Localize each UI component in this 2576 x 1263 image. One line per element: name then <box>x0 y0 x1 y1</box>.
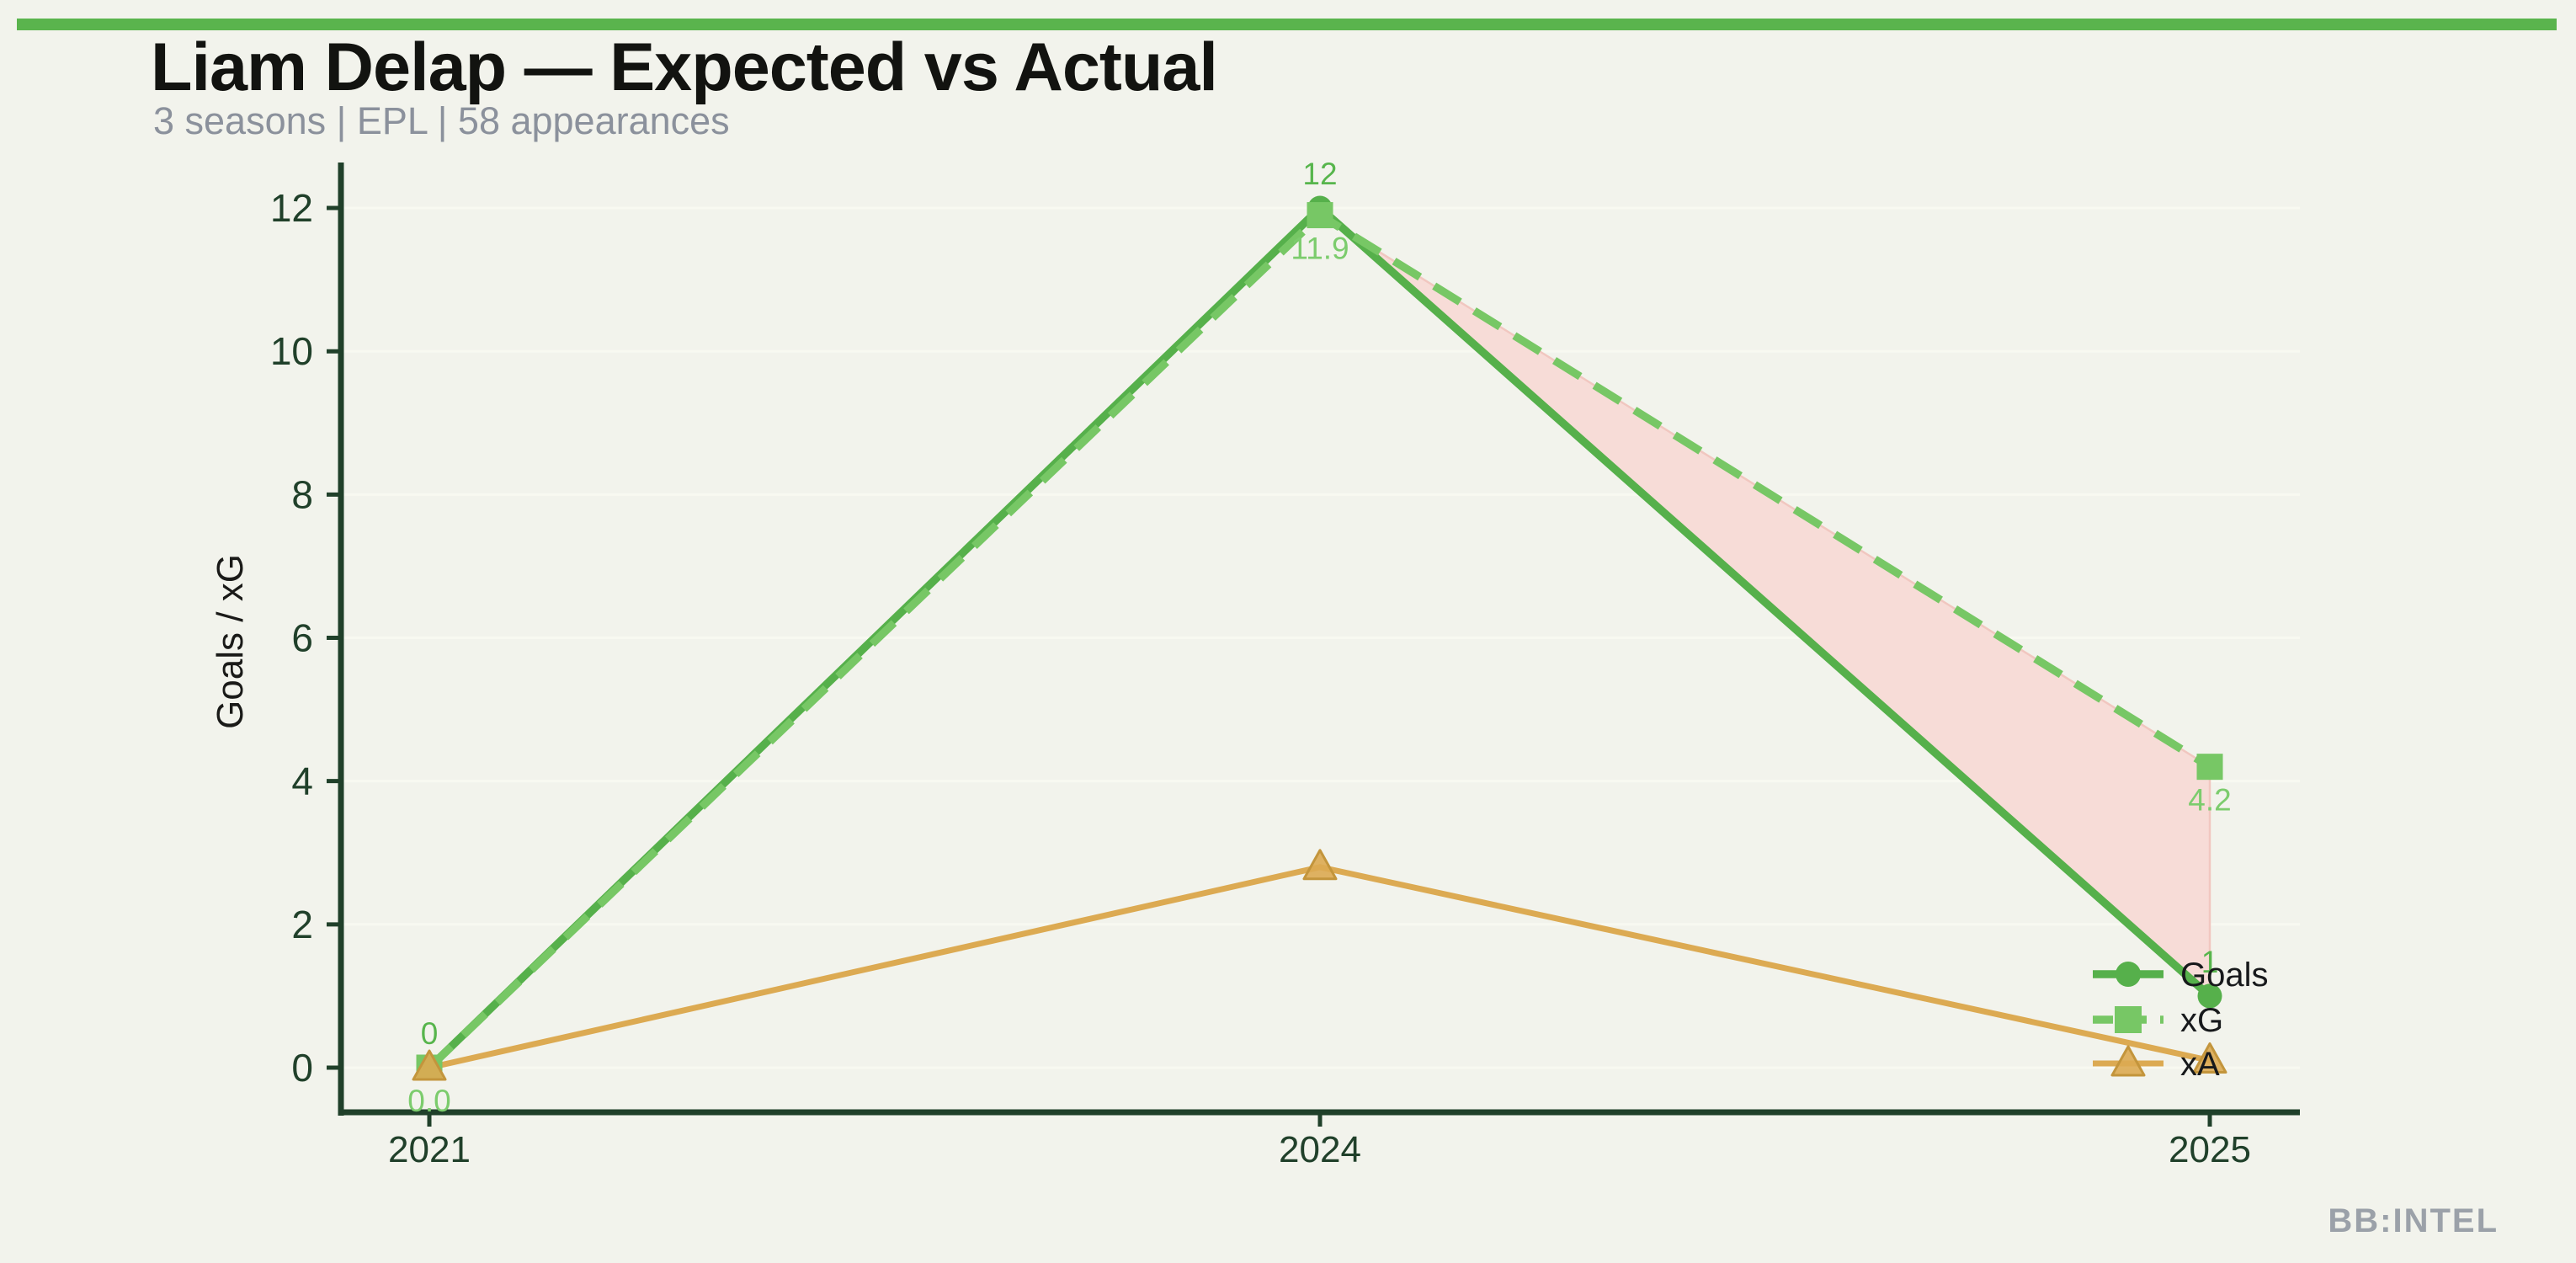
xg-marker <box>1307 202 1333 229</box>
watermark: BB:INTEL <box>2328 1202 2499 1239</box>
y-tick-label: 0 <box>291 1046 313 1090</box>
legend-square-marker <box>2115 1006 2142 1033</box>
y-tick-label: 12 <box>270 186 313 230</box>
x-tick-label: 2021 <box>388 1129 471 1170</box>
x-tick-label: 2025 <box>2169 1129 2251 1170</box>
xa-marker <box>412 1049 447 1081</box>
y-tick-label: 8 <box>291 472 313 516</box>
y-tick-label: 4 <box>291 759 313 803</box>
legend-triangle-marker <box>2110 1045 2146 1077</box>
xa-marker <box>2192 1042 2227 1074</box>
legend-label: xA <box>2180 1046 2220 1083</box>
legend-item-xg: xG <box>2093 1002 2223 1039</box>
xg-point-label: 4.2 <box>2188 783 2231 818</box>
xg-point-label: 11.9 <box>1291 232 1349 266</box>
legend: Goals xG xA <box>2093 957 2269 1083</box>
x-tick-label: 2024 <box>1279 1129 1361 1170</box>
legend-item-xa: xA <box>2093 1045 2220 1083</box>
goals-point-label: 0 <box>421 1016 439 1051</box>
legend-item-goals: Goals <box>2093 957 2269 994</box>
y-tick-label: 2 <box>291 903 313 946</box>
accent-bar <box>17 19 2557 30</box>
plot-area: 0 2 4 6 8 10 12 2021 2024 2025 0 12 1 0.0 11.9 4.2 <box>270 157 2300 1170</box>
y-axis-title: Goals / xG <box>210 554 251 729</box>
goals-point-label: 12 <box>1302 157 1337 191</box>
xg-point-label: 0.0 <box>407 1084 450 1118</box>
y-tick-label: 10 <box>270 329 313 373</box>
xa-marker <box>1302 849 1338 881</box>
chart-subtitle: 3 seasons | EPL | 58 appearances <box>153 99 730 142</box>
goals-marker <box>2197 983 2222 1009</box>
xg-marker <box>2196 754 2223 781</box>
goals-point-label: 1 <box>2201 945 2219 979</box>
legend-circle-marker <box>2116 962 2141 987</box>
chart-title: Liam Delap — Expected vs Actual <box>151 29 1217 105</box>
y-tick-label: 6 <box>291 616 313 660</box>
legend-label: Goals <box>2180 957 2269 994</box>
legend-label: xG <box>2180 1002 2223 1039</box>
